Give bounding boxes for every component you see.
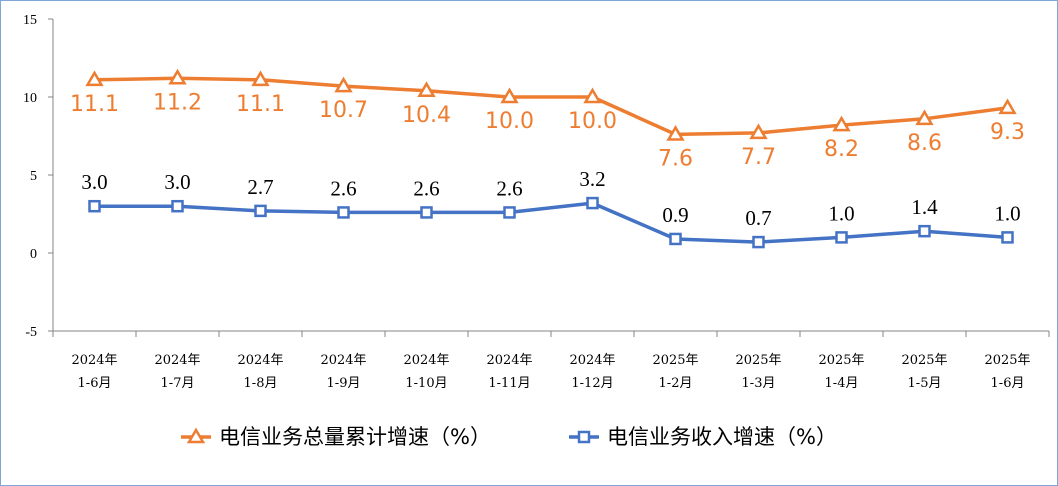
x-tick-label-period: 1-6月 [991,376,1025,391]
y-tick-label: 10 [23,91,37,106]
triangle-point-marker [749,123,768,140]
data-label-revenue: 0.9 [662,203,688,227]
triangle-point-marker [334,76,353,93]
data-label-total-volume: 11.1 [236,92,285,117]
square-point-marker [918,224,931,238]
data-label-revenue: 3.0 [81,170,107,194]
x-tick-label-year: 2025年 [735,353,781,368]
x-tick-label-year: 2024年 [320,353,366,368]
x-tick-label-year: 2024年 [154,353,200,368]
legend: 电信业务总量累计增速（%） 电信业务收入增速（%） [181,425,837,449]
triangle-point-marker [417,81,436,98]
data-label-revenue: 2.7 [247,175,273,199]
legend-item-revenue: 电信业务收入增速（%） [569,425,837,449]
triangle-point-marker [832,115,851,132]
x-tick-label-year: 2024年 [486,353,532,368]
data-label-total-volume: 8.2 [824,137,859,162]
triangle-point-marker [666,124,685,141]
x-tick-label-year: 2025年 [901,353,947,368]
square-point-marker [171,199,184,213]
x-tick-label-year: 2025年 [984,353,1030,368]
data-label-total-volume: 10.7 [319,98,368,123]
triangle-point-marker [500,87,519,104]
data-label-total-volume: 11.2 [153,90,202,115]
triangle-point-marker [251,70,270,87]
square-point-marker [1001,231,1014,244]
y-tick-label: 5 [30,169,37,184]
x-tick-label-year: 2025年 [818,353,864,368]
triangle-point-marker [583,87,602,104]
x-tick-label-year: 2024年 [237,353,283,368]
data-label-revenue: 3.0 [164,170,190,194]
square-point-marker [88,199,101,213]
square-point-marker [420,206,433,219]
square-point-marker [752,235,765,249]
data-label-total-volume: 11.1 [70,92,119,117]
square-point-marker [254,204,267,218]
data-labels: 11.1 11.2 11.1 10.7 10.4 10.0 10.0 7.6 7.7 8.2 8.6… [70,90,1025,230]
triangle-marker-icon [186,427,206,444]
data-label-total-volume: 8.6 [907,131,942,156]
legend-label-total-volume: 电信业务总量累计增速（%） [219,425,491,449]
x-tick-label-year: 2024年 [569,353,615,368]
axes [52,19,1049,332]
y-tick-label: 15 [23,13,37,28]
data-label-revenue: 2.6 [330,176,356,200]
data-label-total-volume: 10.0 [568,109,617,134]
triangle-point-marker [85,70,104,87]
data-label-revenue: 3.2 [579,167,605,191]
y-tick-label: -5 [25,325,37,340]
series-line-revenue [94,201,1008,244]
square-point-marker [503,206,516,219]
triangle-point-marker [998,98,1017,115]
x-tick-label-period: 1-12月 [571,376,613,391]
x-tick-label-period: 1-9月 [327,376,361,391]
series-lines [85,68,1017,249]
data-label-total-volume: 10.4 [402,103,451,128]
square-marker-icon [577,430,591,444]
data-label-revenue: 1.0 [994,201,1020,225]
y-axis-ticks: 15 10 5 0 -5 [23,13,53,340]
triangle-point-marker [168,68,187,85]
legend-item-total-volume: 电信业务总量累计增速（%） [181,425,491,449]
x-tick-label-year: 2024年 [403,353,449,368]
x-tick-label-period: 1-4月 [825,376,859,391]
series-line-total-volume [94,76,1008,137]
data-label-revenue: 2.6 [413,176,439,200]
square-point-marker [835,231,848,244]
x-tick-label-year: 2025年 [652,353,698,368]
y-tick-label: 0 [30,247,37,262]
data-label-total-volume: 10.0 [485,109,534,134]
data-label-total-volume: 7.6 [658,146,693,171]
data-label-revenue: 2.6 [496,176,522,200]
x-tick-label-year: 2024年 [71,353,117,368]
data-label-revenue: 1.0 [828,201,854,225]
x-tick-label-period: 1-11月 [488,376,530,391]
x-tick-label-period: 1-8月 [244,376,278,391]
square-point-marker [586,196,599,210]
data-label-revenue: 1.4 [911,195,938,219]
x-tick-label-period: 1-2月 [659,376,693,391]
x-axis-ticks: 2024年 1-6月 2024年 1-7月 2024年 1-8月 2024年 1-9月 2024… [52,331,1050,391]
x-tick-label-period: 1-6月 [78,376,112,391]
data-label-total-volume: 9.3 [990,120,1025,145]
x-tick-label-period: 1-3月 [742,376,776,391]
square-point-marker [669,232,682,246]
x-tick-label-period: 1-5月 [908,376,942,391]
legend-label-revenue: 电信业务收入增速（%） [607,425,837,449]
data-label-revenue: 0.7 [745,206,771,230]
square-point-marker [337,206,350,219]
data-label-total-volume: 7.7 [741,145,776,170]
x-tick-label-period: 1-7月 [161,376,195,391]
triangle-point-marker [915,109,934,126]
x-tick-label-period: 1-10月 [405,376,447,391]
